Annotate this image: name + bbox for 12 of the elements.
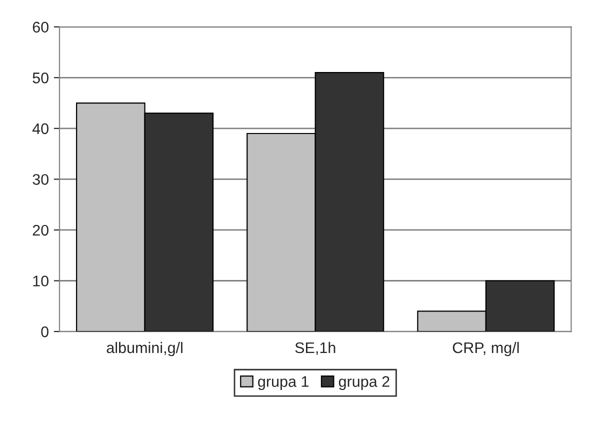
y-tick-label: 40 [32, 123, 48, 134]
y-tick-label: 50 [32, 72, 48, 84]
x-tick-label: albumini,g/l [106, 342, 182, 356]
legend-label: grupa 1 [258, 376, 308, 390]
x-tick-label: SE,1h [295, 342, 336, 355]
legend-label: grupa 2 [338, 376, 390, 390]
y-tick-label: 10 [33, 276, 48, 286]
y-tick-label: 0 [41, 326, 48, 338]
y-tick-label: 20 [32, 224, 48, 236]
x-tick-label: CRP, mg/l [452, 342, 519, 356]
y-tick-label: 60 [32, 22, 48, 33]
y-tick-label: 30 [32, 174, 48, 185]
